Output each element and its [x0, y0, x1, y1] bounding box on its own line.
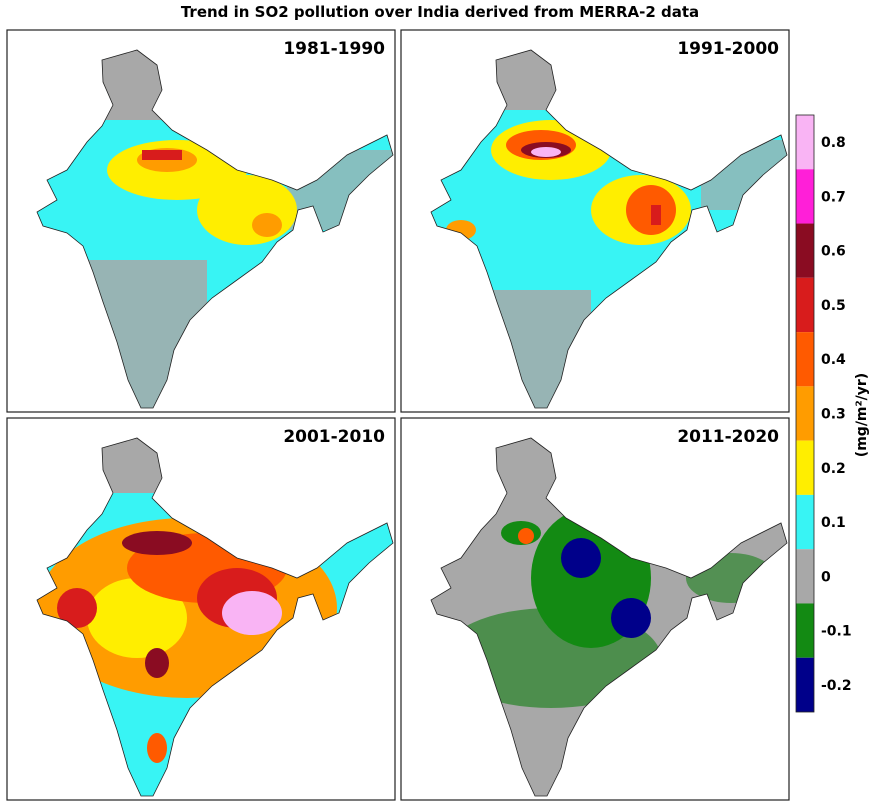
colorbar-tick-label: 0.6 — [821, 244, 846, 260]
colorbar-tick-label: 0.8 — [821, 135, 846, 151]
panel-title: 1991-2000 — [677, 39, 779, 59]
figure-title: Trend in SO2 pollution over India derive… — [181, 3, 699, 21]
map-panel: 2001-2010 — [6, 417, 396, 801]
colorbar-swatch — [796, 657, 814, 712]
colorbar-tick-label: 0.3 — [821, 407, 846, 423]
map-panel: 1991-2000 — [400, 29, 790, 413]
colorbar-tick-label: 0.4 — [821, 352, 846, 368]
colorbar-swatch — [796, 277, 814, 333]
colorbar-swatch — [796, 549, 814, 604]
colorbar-swatch — [796, 115, 814, 170]
colorbar-swatch — [796, 494, 814, 550]
panel-title: 1981-1990 — [283, 39, 385, 59]
panel-title: 2001-2010 — [283, 427, 385, 447]
colorbar-swatch — [796, 169, 814, 224]
colorbar-swatch — [796, 223, 814, 278]
colorbar-tick-label: 0.5 — [821, 298, 846, 314]
colorbar-swatch — [796, 603, 814, 658]
panel-title: 2011-2020 — [677, 427, 779, 447]
colorbar-swatch — [796, 386, 814, 441]
colorbar-tick-label: 0.1 — [821, 515, 846, 531]
colorbar-tick-label: 0 — [821, 569, 831, 585]
colorbar-swatch — [796, 440, 814, 495]
colorbar-label: (mg/m²/yr) — [854, 373, 870, 457]
colorbar-frame — [795, 114, 815, 713]
colorbar-tick-label: 0.7 — [821, 189, 846, 205]
colorbar-swatch — [796, 332, 814, 387]
map-panel: 1981-1990 — [6, 29, 396, 413]
colorbar-tick-label: 0.2 — [821, 461, 846, 477]
map-panel: 2011-2020 — [400, 417, 790, 801]
colorbar-tick-label: -0.1 — [821, 624, 852, 640]
colorbar-tick-label: -0.2 — [821, 678, 852, 694]
